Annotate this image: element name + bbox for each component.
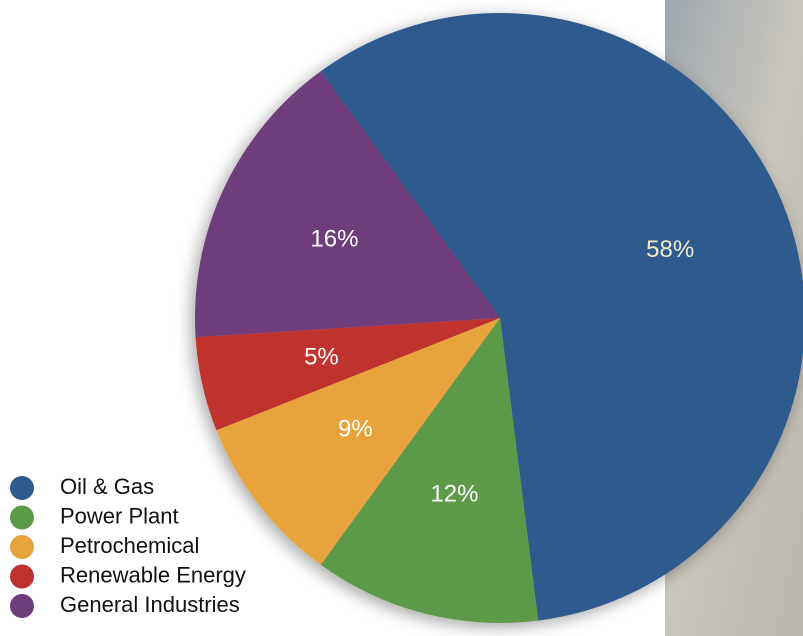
- legend-marker: [10, 564, 34, 589]
- pie-slice: [216, 318, 501, 565]
- slice-label: 12%: [430, 481, 478, 508]
- legend-label: Oil & Gas: [60, 474, 154, 499]
- legend-label: Renewable Energy: [60, 562, 246, 587]
- pie-slice: [195, 71, 501, 338]
- slice-label: 16%: [310, 225, 358, 252]
- slice-label: 9%: [338, 416, 373, 443]
- pie: [195, 13, 803, 623]
- slice-label: 5%: [304, 343, 339, 370]
- legend-label: Petrochemical: [60, 533, 199, 558]
- legend-label: General Industries: [60, 592, 240, 617]
- legend-marker: [10, 505, 34, 530]
- pie-slice: [320, 13, 803, 621]
- legend-label: Power Plant: [60, 503, 179, 528]
- legend-marker: [10, 476, 34, 500]
- pie-slice: [195, 318, 500, 431]
- legend-marker: [10, 535, 34, 559]
- legend: Oil & Gas Power Plant Petrochemical Renewab…: [10, 474, 246, 618]
- pie-slice: [320, 318, 539, 623]
- legend-marker: [10, 594, 34, 618]
- slice-label: 58%: [646, 236, 694, 263]
